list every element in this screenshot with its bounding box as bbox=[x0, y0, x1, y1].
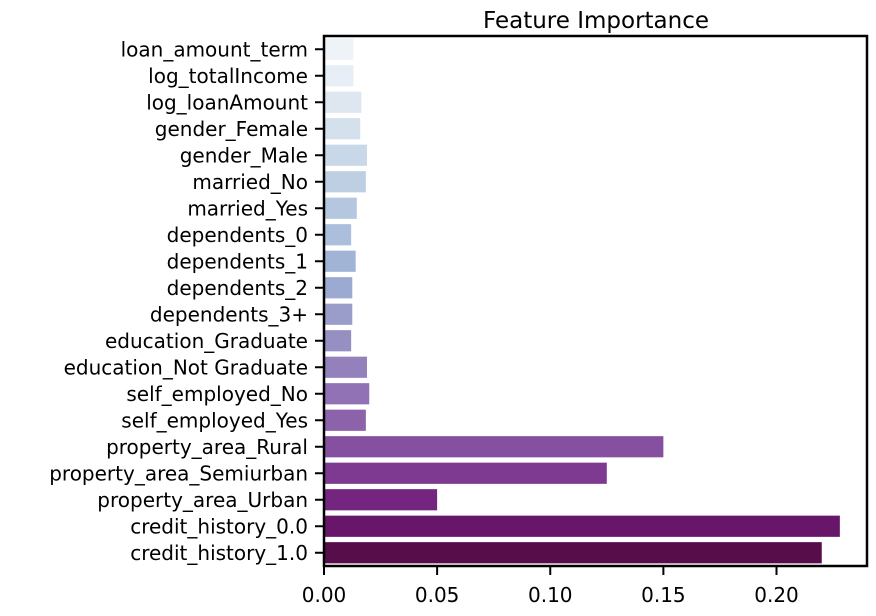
y-tick-label: log_loanAmount bbox=[146, 90, 308, 114]
y-tick-label: education_Graduate bbox=[105, 329, 308, 353]
y-tick-label: self_employed_No bbox=[126, 382, 308, 406]
y-tick-label: credit_history_0.0 bbox=[130, 514, 308, 538]
y-tick-labels: loan_amount_term log_totalIncomelog_loanA… bbox=[49, 37, 324, 565]
y-tick-label: married_No bbox=[192, 170, 308, 194]
y-tick-label: gender_Female bbox=[155, 117, 308, 141]
y-tick-label: dependents_0 bbox=[167, 223, 308, 247]
bar-0 bbox=[324, 38, 354, 60]
bar-11 bbox=[324, 330, 352, 352]
y-tick-label: married_Yes bbox=[187, 196, 308, 220]
bar-19 bbox=[324, 542, 822, 564]
y-tick-label: log_totalIncome bbox=[148, 64, 308, 88]
bar-16 bbox=[324, 462, 607, 484]
bar-14 bbox=[324, 409, 366, 431]
bar-13 bbox=[324, 383, 370, 405]
y-tick-label: credit_history_1.0 bbox=[130, 541, 308, 565]
plot-frame bbox=[322, 34, 869, 568]
bar-8 bbox=[324, 250, 356, 272]
bar-6 bbox=[324, 197, 357, 219]
x-ticks: 0.00 0.05 0.10 0.15 0.20 bbox=[302, 566, 799, 607]
bar-10 bbox=[324, 303, 353, 325]
bar-1 bbox=[324, 65, 354, 87]
y-tick-label: gender_Male bbox=[180, 143, 308, 167]
x-tick-label: 0.00 bbox=[302, 583, 347, 607]
x-tick-label: 0.20 bbox=[754, 583, 799, 607]
y-tick-label: dependents_2 bbox=[167, 276, 308, 300]
x-tick-label: 0.10 bbox=[528, 583, 573, 607]
bar-9 bbox=[324, 277, 353, 299]
x-tick-label: 0.05 bbox=[415, 583, 460, 607]
bar-12 bbox=[324, 356, 367, 378]
y-tick-label: dependents_1 bbox=[167, 249, 308, 273]
bar-3 bbox=[324, 118, 361, 140]
bar-18 bbox=[324, 515, 840, 537]
bar-7 bbox=[324, 224, 352, 246]
bar-4 bbox=[324, 144, 367, 166]
chart-title: Feature Importance bbox=[483, 8, 709, 34]
bar-15 bbox=[324, 436, 664, 458]
y-tick-label: loan_amount_term bbox=[121, 37, 308, 61]
y-tick-label: property_area_Urban bbox=[97, 488, 308, 512]
bar-2 bbox=[324, 91, 362, 113]
y-tick-label: self_employed_Yes bbox=[121, 408, 308, 432]
y-tick-label: dependents_3+ bbox=[150, 302, 308, 326]
bar-5 bbox=[324, 171, 366, 193]
x-tick-label: 0.15 bbox=[641, 583, 686, 607]
bar-17 bbox=[324, 489, 438, 511]
y-tick-label: property_area_Rural bbox=[106, 435, 308, 459]
y-tick-label: property_area_Semiurban bbox=[49, 461, 308, 485]
y-tick-label: education_Not Graduate bbox=[64, 355, 308, 379]
bars bbox=[324, 38, 840, 564]
